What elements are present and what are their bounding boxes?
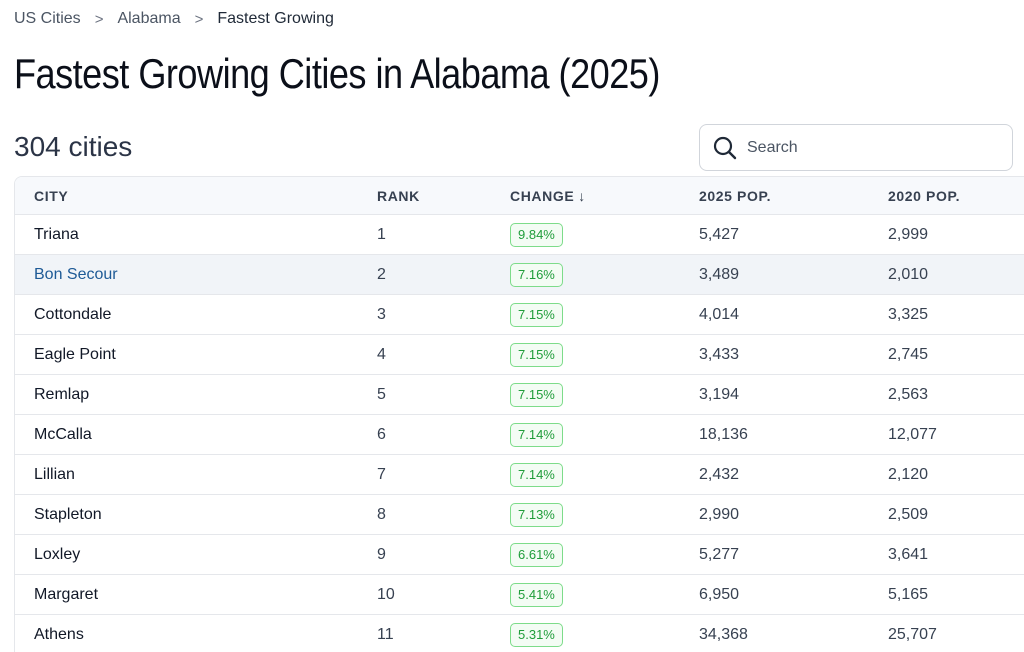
city-rank: 7 — [377, 465, 386, 483]
pop-2020: 25,707 — [888, 625, 937, 643]
city-rank: 10 — [377, 585, 395, 603]
change-cell: 7.15% — [510, 382, 563, 407]
pop-2020: 2,010 — [888, 265, 929, 283]
pop-2025: 2,432 — [699, 465, 740, 483]
city-rank: 2 — [377, 265, 386, 283]
breadcrumb-alabama[interactable]: Alabama — [117, 10, 181, 27]
city-rank: 11 — [377, 625, 394, 643]
breadcrumb-separator: > — [194, 10, 204, 28]
pop-2020: 12,077 — [888, 425, 937, 443]
change-badge: 7.15% — [510, 382, 563, 407]
change-cell: 7.13% — [510, 502, 563, 527]
change-cell: 6.61% — [510, 542, 563, 567]
search-box[interactable] — [699, 124, 1013, 171]
table-row[interactable]: Loxley 9 6.61% 5,277 3,641 — [15, 535, 1024, 575]
city-rank: 6 — [377, 425, 386, 443]
pop-2020: 5,165 — [888, 585, 929, 603]
city-rank: 9 — [377, 545, 386, 563]
city-name[interactable]: Loxley — [34, 545, 81, 563]
table-row[interactable]: Lillian 7 7.14% 2,432 2,120 — [15, 455, 1024, 495]
city-name[interactable]: Lillian — [34, 465, 75, 483]
city-name[interactable]: McCalla — [34, 425, 92, 443]
change-cell: 9.84% — [510, 222, 563, 247]
breadcrumb-current: Fastest Growing — [217, 10, 334, 27]
city-rank: 8 — [377, 505, 386, 523]
change-cell: 5.41% — [510, 582, 563, 607]
breadcrumb-us-cities[interactable]: US Cities — [14, 10, 81, 27]
table-row[interactable]: Triana 1 9.84% 5,427 2,999 — [15, 215, 1024, 255]
change-cell: 7.16% — [510, 262, 563, 287]
change-badge: 7.14% — [510, 462, 563, 487]
pop-2025: 2,990 — [699, 505, 740, 523]
change-badge: 7.13% — [510, 502, 563, 527]
header-pop-2025[interactable]: 2025 POP. — [699, 187, 772, 204]
change-badge: 5.41% — [510, 582, 563, 607]
change-badge: 6.61% — [510, 542, 563, 567]
change-badge: 7.16% — [510, 262, 563, 287]
table-row[interactable]: McCalla 6 7.14% 18,136 12,077 — [15, 415, 1024, 455]
header-pop-2020[interactable]: 2020 POP. — [888, 187, 961, 204]
pop-2020: 2,999 — [888, 225, 929, 243]
pop-2020: 3,325 — [888, 305, 929, 323]
search-icon — [713, 136, 737, 159]
change-badge: 7.15% — [510, 302, 563, 327]
city-rank: 5 — [377, 385, 386, 403]
table-row[interactable]: Athens 11 5.31% 34,368 25,707 — [15, 615, 1024, 652]
change-badge: 9.84% — [510, 222, 563, 247]
change-cell: 7.14% — [510, 462, 563, 487]
city-name[interactable]: Margaret — [34, 585, 99, 603]
pop-2020: 2,120 — [888, 465, 929, 483]
breadcrumb-separator: > — [94, 10, 104, 28]
header-change[interactable]: CHANGE ↓ — [510, 188, 586, 204]
city-name[interactable]: Athens — [34, 625, 84, 643]
arrow-down-icon: ↓ — [578, 187, 586, 204]
city-rank: 4 — [377, 345, 386, 363]
pop-2025: 6,950 — [699, 585, 740, 603]
pop-2020: 2,745 — [888, 345, 929, 363]
page-title: Fastest Growing Cities in Alabama (2025) — [14, 50, 660, 97]
city-name[interactable]: Eagle Point — [34, 345, 116, 363]
pop-2025: 34,368 — [699, 625, 748, 643]
pop-2025: 4,014 — [699, 305, 740, 323]
table-body: Triana 1 9.84% 5,427 2,999 Bon Secour 2 7.16% 3,… — [15, 215, 1024, 652]
pop-2025: 5,277 — [699, 545, 740, 563]
pop-2025: 3,433 — [699, 345, 740, 363]
city-name[interactable]: Remlap — [34, 385, 90, 403]
city-rank: 3 — [377, 305, 386, 323]
city-rank: 1 — [377, 225, 386, 243]
table-header: CITY RANK CHANGE ↓ 2025 POP. 2020 POP. — [15, 177, 1024, 215]
city-name[interactable]: Stapleton — [34, 505, 102, 523]
change-badge: 7.15% — [510, 342, 563, 367]
table-row[interactable]: Eagle Point 4 7.15% 3,433 2,745 — [15, 335, 1024, 375]
city-name[interactable]: Cottondale — [34, 305, 112, 323]
change-badge: 5.31% — [510, 622, 563, 647]
table-row[interactable]: Stapleton 8 7.13% 2,990 2,509 — [15, 495, 1024, 535]
pop-2025: 18,136 — [699, 425, 748, 443]
table-row[interactable]: Bon Secour 2 7.16% 3,489 2,010 — [15, 255, 1024, 295]
search-input[interactable] — [747, 138, 997, 157]
city-name[interactable]: Triana — [34, 225, 79, 243]
city-name[interactable]: Bon Secour — [34, 265, 118, 283]
cities-table: CITY RANK CHANGE ↓ 2025 POP. 2020 POP. Tr… — [14, 176, 1024, 652]
change-cell: 5.31% — [510, 622, 563, 647]
change-cell: 7.14% — [510, 422, 563, 447]
header-change-label: CHANGE — [510, 187, 575, 204]
change-cell: 7.15% — [510, 302, 563, 327]
change-cell: 7.15% — [510, 342, 563, 367]
pop-2020: 2,563 — [888, 385, 929, 403]
pop-2020: 3,641 — [888, 545, 929, 563]
header-rank[interactable]: RANK — [377, 187, 420, 204]
pop-2025: 3,194 — [699, 385, 740, 403]
breadcrumb: US Cities > Alabama > Fastest Growing — [14, 10, 334, 28]
city-count: 304 cities — [14, 131, 133, 162]
table-row[interactable]: Remlap 5 7.15% 3,194 2,563 — [15, 375, 1024, 415]
pop-2025: 3,489 — [699, 265, 740, 283]
table-row[interactable]: Cottondale 3 7.15% 4,014 3,325 — [15, 295, 1024, 335]
header-city[interactable]: CITY — [34, 187, 69, 204]
change-badge: 7.14% — [510, 422, 563, 447]
pop-2020: 2,509 — [888, 505, 929, 523]
table-row[interactable]: Margaret 10 5.41% 6,950 5,165 — [15, 575, 1024, 615]
pop-2025: 5,427 — [699, 225, 740, 243]
